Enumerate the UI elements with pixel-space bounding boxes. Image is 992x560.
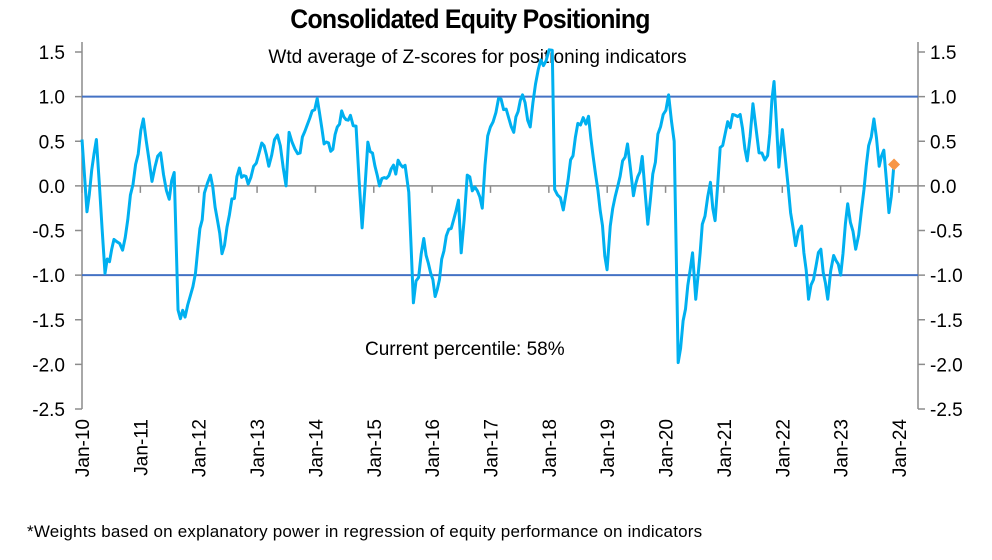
y-tick-label-right: -1.5 — [930, 311, 963, 332]
x-tick-label: Jan-22 — [773, 419, 794, 477]
x-tick-label: Jan-20 — [657, 419, 678, 477]
y-tick-label-left: -0.5 — [32, 222, 65, 243]
x-tick-label: Jan-19 — [598, 419, 619, 477]
x-tick-label: Jan-13 — [248, 419, 269, 477]
current-percentile-annotation: Current percentile: 58% — [365, 339, 565, 360]
y-tick-label-right: -1.0 — [930, 266, 963, 287]
y-tick-label-left: 1.5 — [39, 43, 65, 64]
y-tick-label-right: 1.5 — [930, 43, 956, 64]
current-value-marker — [888, 158, 901, 171]
y-tick-label-left: -1.5 — [32, 311, 65, 332]
y-tick-label-left: -1.0 — [32, 266, 65, 287]
x-tick-label: Jan-21 — [715, 419, 736, 477]
chart-subtitle: Wtd average of Z-scores for positioning … — [268, 47, 687, 68]
y-tick-label-right: -0.5 — [930, 222, 963, 243]
y-tick-label-left: -2.5 — [32, 400, 65, 421]
y-tick-label-right: 0.0 — [930, 177, 956, 198]
x-tick-label: Jan-11 — [131, 419, 152, 476]
y-tick-label-right: -2.5 — [930, 400, 963, 421]
x-tick-label: Jan-15 — [365, 419, 386, 477]
footnote: *Weights based on explanatory power in r… — [27, 522, 703, 541]
y-tick-label-right: -2.0 — [930, 355, 963, 376]
y-tick-label-right: 0.5 — [930, 132, 956, 153]
x-tick-label: Jan-12 — [190, 419, 211, 477]
y-tick-label-left: 0.5 — [39, 132, 65, 153]
x-tick-label: Jan-10 — [73, 419, 94, 477]
x-tick-label: Jan-18 — [540, 419, 561, 477]
chart-title: Consolidated Equity Positioning — [290, 4, 650, 34]
x-tick-label: Jan-14 — [306, 419, 327, 478]
y-tick-label-left: -2.0 — [32, 355, 65, 376]
x-tick-label: Jan-24 — [890, 419, 911, 478]
series-line — [80, 48, 896, 365]
y-tick-label-left: 1.0 — [39, 88, 65, 109]
x-tick-label: Jan-16 — [423, 419, 444, 477]
x-tick-label: Jan-23 — [832, 419, 853, 477]
y-tick-label-right: 1.0 — [930, 88, 956, 109]
x-tick-label: Jan-17 — [482, 419, 503, 477]
y-tick-label-left: 0.0 — [39, 177, 65, 198]
